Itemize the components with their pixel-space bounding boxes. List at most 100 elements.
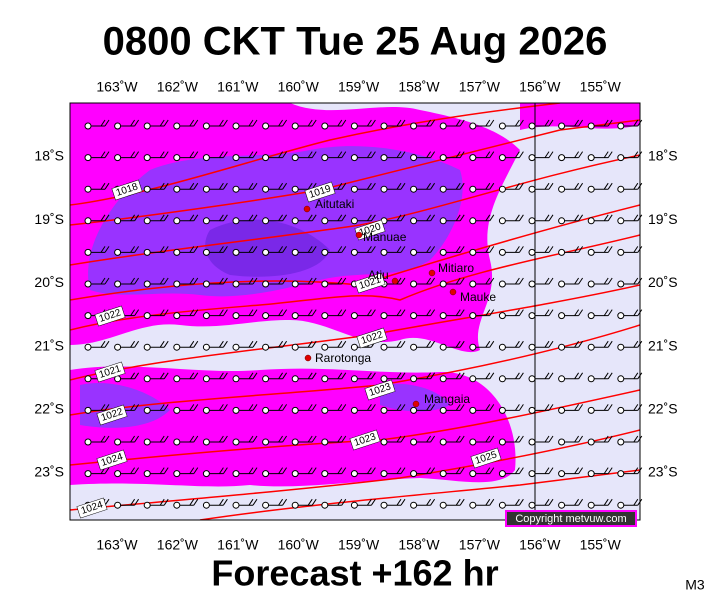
barb [120, 277, 140, 285]
barb-station [439, 470, 447, 478]
barb [505, 435, 524, 443]
barb [327, 151, 347, 159]
barb [387, 372, 406, 380]
barb-station [262, 343, 270, 351]
barb-station [143, 217, 151, 225]
barb [535, 119, 554, 127]
barb-station [587, 470, 595, 478]
barb-station [114, 248, 122, 256]
barb [594, 246, 613, 253]
barb-station [143, 280, 151, 288]
barb-station [143, 501, 151, 509]
barb [298, 119, 317, 127]
barb-station [262, 122, 270, 130]
barb-station [558, 217, 566, 225]
barb [298, 214, 317, 222]
barb [298, 404, 317, 411]
barb [505, 246, 524, 253]
longitude-label: 156˚W [519, 79, 561, 95]
barb [594, 119, 613, 127]
barb-station [350, 248, 358, 256]
barb [209, 119, 228, 127]
isobar-label-box [356, 327, 388, 349]
barb [150, 404, 169, 411]
barb [209, 277, 228, 285]
barb-station [617, 185, 625, 193]
latitude-label: 18˚S [34, 148, 64, 164]
barb-station [469, 501, 477, 509]
barb-station [439, 501, 447, 509]
barb [268, 119, 288, 127]
barb [387, 435, 406, 443]
barb-station [410, 217, 418, 225]
barb [298, 498, 317, 506]
barb [150, 119, 169, 127]
barb [150, 309, 169, 317]
barb [327, 467, 347, 475]
barb [327, 246, 347, 253]
barb-station [173, 375, 181, 383]
barb-station [617, 438, 625, 446]
barb [475, 435, 495, 443]
barb-station [262, 248, 270, 256]
barb [209, 498, 228, 506]
barb-station [380, 470, 388, 478]
barb [357, 214, 376, 222]
barb [179, 435, 199, 443]
barb-station [84, 375, 92, 383]
barb [387, 340, 406, 348]
barb [387, 467, 406, 475]
title: 0800 CKT Tue 25 Aug 2026 [103, 20, 608, 64]
barb [120, 151, 140, 159]
barb-station [617, 470, 625, 478]
barb [535, 467, 554, 475]
barb-station [469, 343, 477, 351]
barb [91, 246, 110, 253]
barb [446, 182, 465, 190]
barb [298, 246, 317, 253]
barb [416, 372, 436, 380]
barb [179, 309, 199, 317]
barb [357, 119, 376, 127]
barb-station [232, 375, 240, 383]
latitude-label: 20˚S [34, 274, 64, 290]
barb [505, 277, 524, 285]
barb [416, 277, 436, 285]
barb-station [587, 501, 595, 509]
longitude-label: 157˚W [459, 79, 501, 95]
barb [535, 214, 554, 222]
barb [239, 404, 258, 411]
barb-station [84, 470, 92, 478]
barb [239, 467, 258, 475]
barb-station [350, 470, 358, 478]
barb-station [439, 438, 447, 446]
barb [475, 151, 495, 159]
barb-station [143, 185, 151, 193]
barb [416, 435, 436, 443]
barb-station [410, 154, 418, 162]
barb [505, 151, 524, 159]
barb-station [262, 154, 270, 162]
longitude-label: 161˚W [217, 79, 259, 95]
barb [327, 372, 347, 380]
latitude-label: 21˚S [34, 337, 64, 353]
barb-station [410, 248, 418, 256]
barb-station [262, 217, 270, 225]
barb-station [232, 470, 240, 478]
barb-station [410, 185, 418, 193]
barb-station [587, 154, 595, 162]
barb-station [498, 501, 506, 509]
barb [239, 340, 258, 348]
longitude-label: 163˚W [96, 79, 138, 95]
barb [535, 404, 554, 411]
barb [239, 214, 258, 222]
barb-station [528, 406, 536, 414]
barb [505, 309, 524, 317]
barb [505, 119, 524, 127]
longitude-label: 159˚W [338, 79, 380, 95]
barb-station [291, 406, 299, 414]
barb-station [469, 185, 477, 193]
barb-station [262, 406, 270, 414]
barb [446, 372, 465, 380]
barb-station [617, 375, 625, 383]
